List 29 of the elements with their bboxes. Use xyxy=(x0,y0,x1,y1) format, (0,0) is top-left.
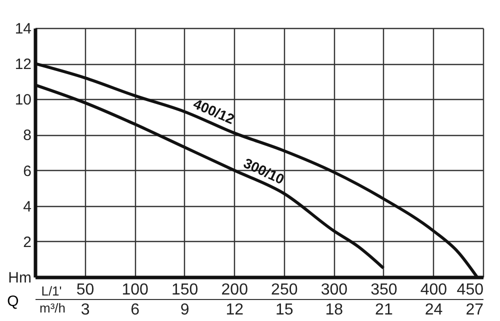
y-tick-label: 4 xyxy=(23,198,32,216)
x2-axis-title: m³/h xyxy=(40,300,66,316)
x-axis-title: L/1' xyxy=(41,284,62,298)
y-tick-label: 2 xyxy=(23,234,32,251)
y-tick-label: 10 xyxy=(14,92,32,109)
x-tick-label: 350 xyxy=(370,282,398,298)
x-tick-label: 300 xyxy=(320,282,348,298)
y-tick-label: Hm xyxy=(8,270,32,286)
x2-tick-label: 3 xyxy=(80,302,90,318)
y-tick-label: 8 xyxy=(23,127,32,144)
x-tick-label: 100 xyxy=(122,282,148,298)
x-tick-label: 150 xyxy=(171,282,198,298)
y-tick-label: 12 xyxy=(14,56,32,74)
x-tick-label: 250 xyxy=(271,282,298,298)
y-tick-label: 14 xyxy=(14,20,32,38)
x2-tick-label: 18 xyxy=(325,302,344,318)
x-tick-label: 200 xyxy=(221,282,248,298)
x2-tick-label: 12 xyxy=(226,302,244,318)
text: Q xyxy=(7,293,19,310)
x2-tick-label: 6 xyxy=(130,302,140,318)
x2-tick-label: 27 xyxy=(466,302,484,318)
x2-tick-label: 21 xyxy=(375,302,393,318)
x2-tick-label: 24 xyxy=(424,302,443,318)
x2-tick-label: 9 xyxy=(180,302,190,318)
x-tick-label: 50 xyxy=(76,282,94,298)
x-tick-label: 450 xyxy=(456,282,484,298)
x-tick-label: 400 xyxy=(420,282,448,298)
x2-tick-label: 15 xyxy=(275,302,294,318)
y-tick-label: 6 xyxy=(23,162,32,180)
